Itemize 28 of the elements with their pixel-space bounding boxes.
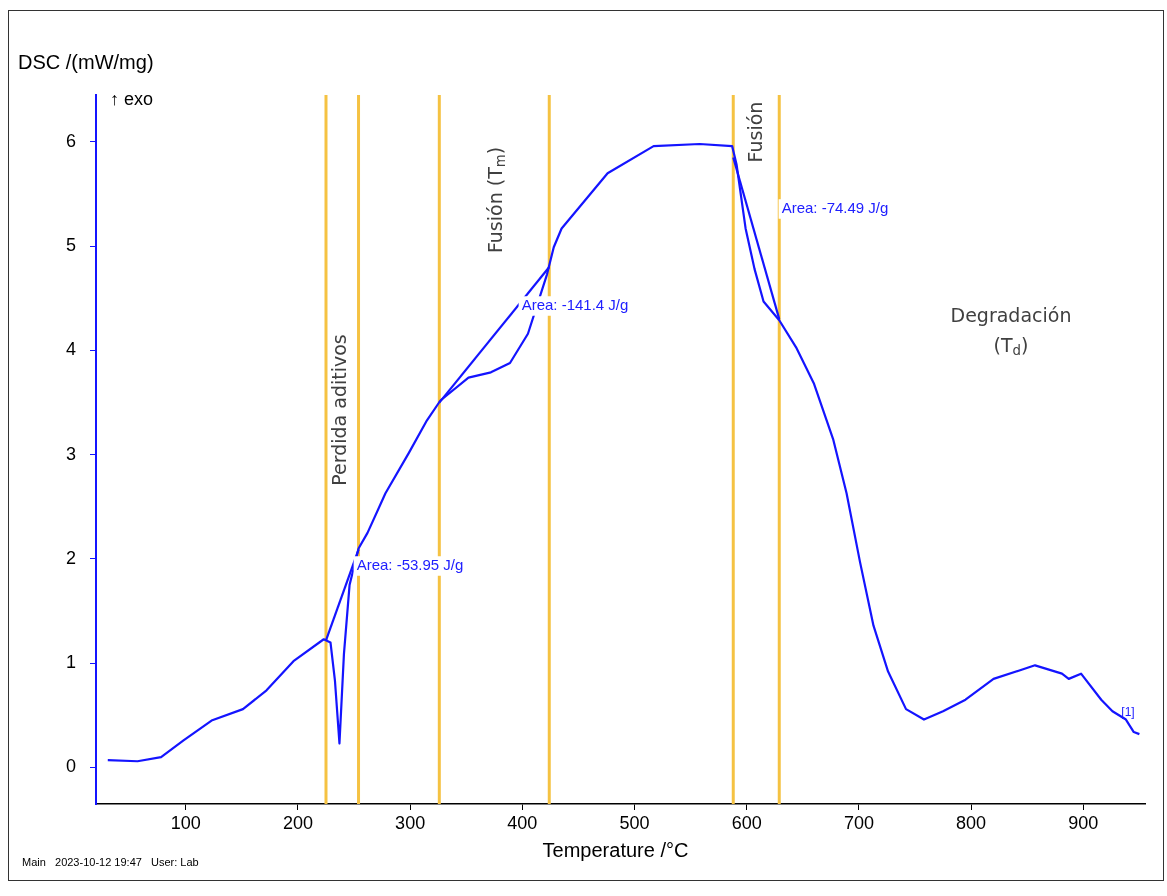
x-tick-label: 200 — [282, 812, 313, 833]
annotation: Fusión (Tm) — [483, 146, 509, 254]
y-tick-label: 6 — [65, 130, 76, 151]
x-tick-label: 900 — [1068, 812, 1099, 833]
annotation: Area: -53.95 J/g — [356, 556, 464, 574]
annotation: Perdida aditivos — [327, 334, 350, 486]
y-tick-label: 4 — [65, 339, 76, 360]
annotation: [1] — [1121, 705, 1135, 720]
y-tick-label: 0 — [65, 756, 76, 777]
x-tick-label: 600 — [731, 812, 762, 833]
x-tick-label: 500 — [619, 812, 650, 833]
x-tick-label: 100 — [170, 812, 201, 833]
annotation: Area: -74.49 J/g — [781, 199, 889, 217]
annotation: Degradación — [950, 303, 1072, 326]
text: Main 2023-10-12 19:47 User: Lab — [22, 856, 199, 869]
annotation: Fusión — [743, 101, 766, 163]
annotation: ↑ exo — [110, 88, 154, 109]
x-tick-label: 800 — [956, 812, 987, 833]
y-tick-label: 2 — [65, 547, 76, 568]
x-tick-label: 700 — [843, 812, 874, 833]
y-axis-title: DSC /(mW/mg) — [18, 50, 154, 73]
x-tick-label: 400 — [507, 812, 538, 833]
y-tick-label: 5 — [65, 235, 76, 256]
annotation: Area: -141.4 J/g — [521, 296, 629, 314]
x-tick-label: 300 — [395, 812, 426, 833]
x-axis-title: Temperature /°C — [542, 838, 689, 861]
y-tick-label: 3 — [65, 443, 76, 464]
y-tick-label: 1 — [65, 652, 76, 673]
